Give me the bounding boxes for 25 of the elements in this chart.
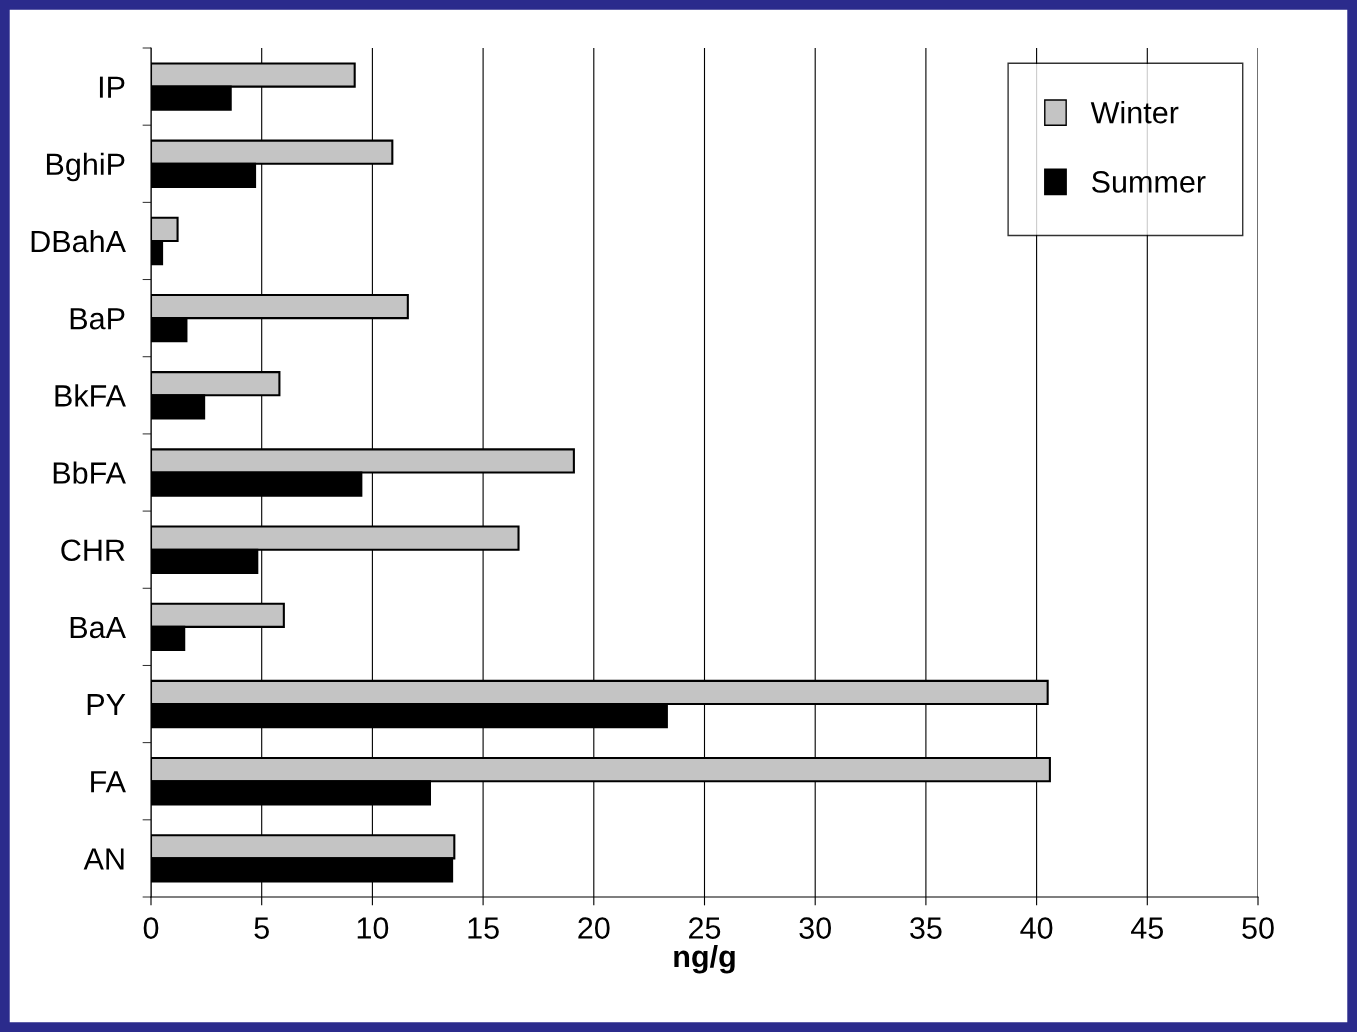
y-tick-label: CHR <box>61 539 125 562</box>
x-tick-label: 45 <box>1131 917 1164 939</box>
y-tick-label: BaA <box>70 616 126 639</box>
legend-label: Summer <box>1092 171 1206 193</box>
x-tick-label: 40 <box>1020 917 1053 939</box>
x-axis-title: ng/g <box>674 944 735 974</box>
y-tick-label: BkFA <box>55 384 126 407</box>
x-tick-label: 30 <box>799 917 831 939</box>
y-tick-label: FA <box>91 771 126 793</box>
y-tick-label: IP <box>99 76 125 98</box>
x-tick-label: 15 <box>468 917 499 939</box>
x-tick-label: 50 <box>1242 917 1274 939</box>
x-tick-label: 20 <box>578 917 610 939</box>
x-tick-label: 25 <box>689 917 721 939</box>
y-tick-label: BaP <box>70 308 125 330</box>
x-tick-label: 10 <box>357 917 389 939</box>
y-tick-label: DBahA <box>31 229 126 253</box>
x-tick-label: 35 <box>910 917 942 939</box>
y-tick-label: AN <box>83 848 124 870</box>
x-tick-label: 0 <box>143 917 159 939</box>
y-tick-label: BghiP <box>46 152 125 182</box>
x-tick-label: 5 <box>254 917 269 939</box>
legend-label: Winter <box>1090 101 1179 124</box>
y-tick-label: PY <box>87 694 126 716</box>
y-tick-label: BbFA <box>53 461 126 484</box>
